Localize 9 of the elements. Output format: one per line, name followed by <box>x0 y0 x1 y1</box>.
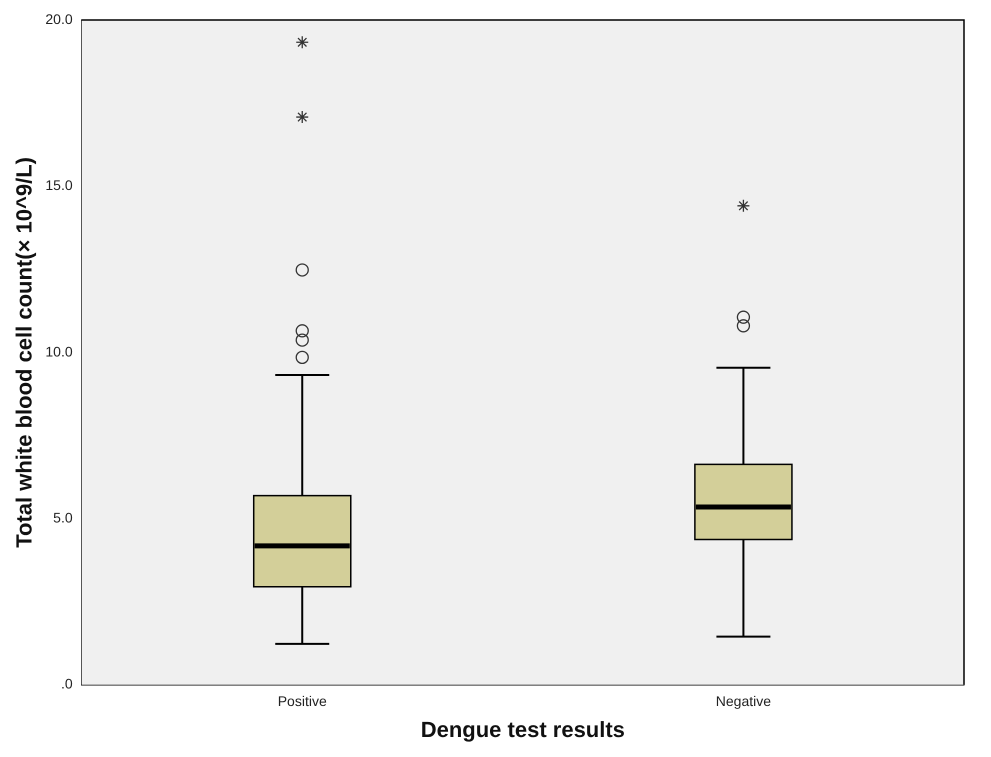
x-tick-label: Positive <box>278 693 327 710</box>
y-axis-title: Total white blood cell count(× 10^9/L) <box>11 157 36 548</box>
y-tick-label: 20.0 <box>45 10 73 27</box>
y-tick-label: 5.0 <box>53 509 73 526</box>
y-tick-label: 10.0 <box>45 343 73 360</box>
y-tick-label: .0 <box>60 676 73 692</box>
y-tick-label: 15.0 <box>45 177 73 194</box>
x-tick-label: Negative <box>716 693 772 710</box>
x-axis-title: Dengue test results <box>420 716 625 742</box>
